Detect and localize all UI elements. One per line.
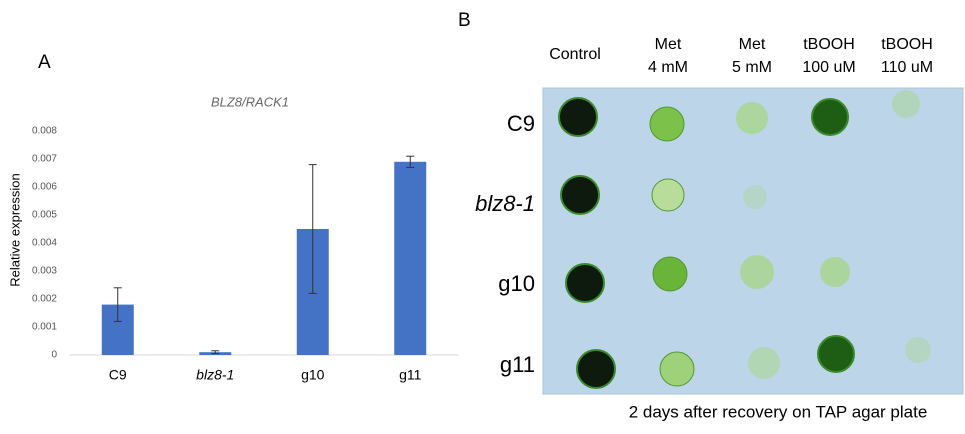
plate-photo (542, 87, 964, 395)
error-bar (308, 164, 317, 294)
error-bar (211, 350, 220, 355)
column-header: tBOOH (803, 36, 855, 53)
panel-label: A (38, 52, 51, 73)
chart-title: BLZ8/RACK1 (211, 94, 289, 109)
y-tick-label: 0.001 (32, 322, 57, 333)
panel-label: B (458, 10, 471, 31)
y-tick-label: 0.002 (32, 294, 57, 305)
row-label: C9 (507, 111, 535, 136)
column-header: 4 mM (648, 59, 688, 76)
y-tick-label: 0.006 (32, 182, 57, 193)
x-tick-label: g11 (399, 367, 422, 383)
column-header: tBOOH (881, 36, 933, 53)
photo-caption: 2 days after recovery on TAP agar plate (629, 402, 928, 421)
column-header: Met (739, 36, 766, 53)
y-tick-label: 0 (51, 350, 57, 361)
y-tick-label: 0.008 (32, 126, 57, 137)
y-tick-label: 0.004 (32, 238, 57, 249)
error-bar (406, 155, 415, 168)
y-axis-label: Relative expression (7, 173, 22, 286)
x-tick-label: g10 (301, 367, 325, 383)
x-tick-label: blz8-1 (196, 367, 234, 383)
column-header: Control (549, 46, 601, 63)
error-bar (113, 287, 122, 322)
column-header: 5 mM (732, 59, 772, 76)
column-header: 100 uM (802, 59, 855, 76)
column-header: Met (655, 36, 682, 53)
x-tick-label: C9 (109, 367, 127, 383)
y-tick-label: 0.003 (32, 266, 57, 277)
y-tick-label: 0.005 (32, 210, 57, 221)
row-label: g11 (500, 352, 535, 377)
row-label: g10 (498, 271, 535, 296)
row-label: blz8-1 (475, 191, 535, 216)
bar (394, 161, 427, 355)
column-header: 110 uM (881, 59, 933, 76)
y-tick-label: 0.007 (32, 154, 57, 165)
